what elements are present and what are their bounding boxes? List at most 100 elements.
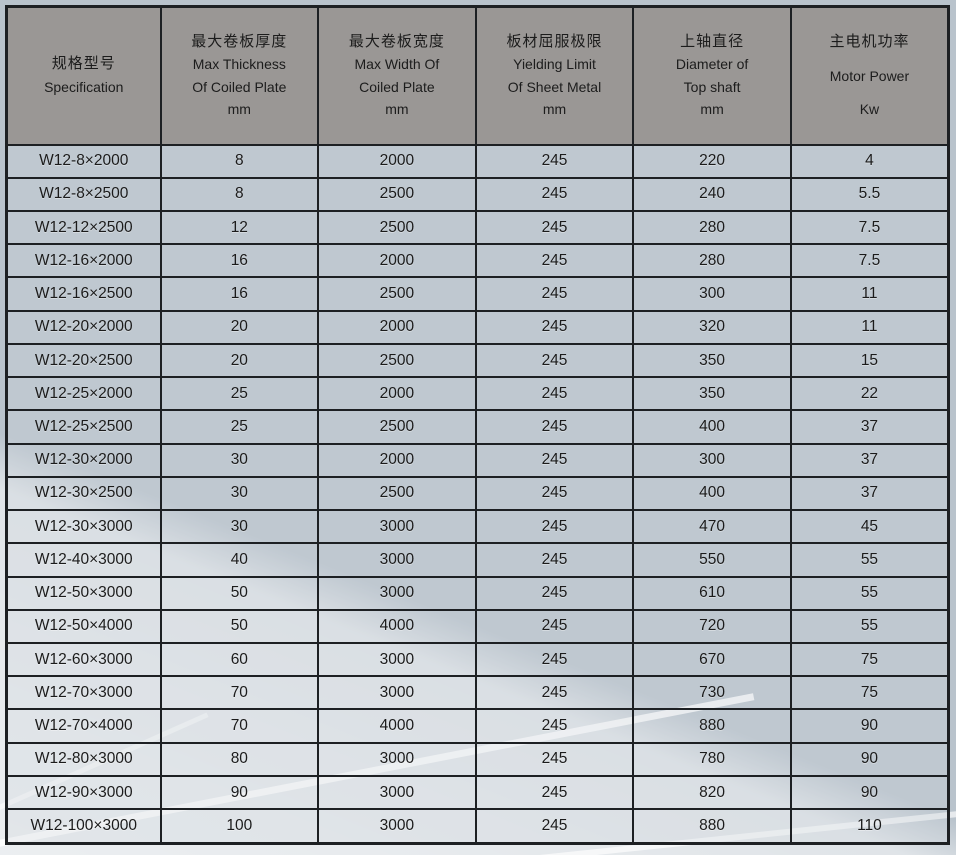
spec-model-cell: W12-12×2500 [5, 209, 162, 246]
spec-model-cell: W12-90×3000 [5, 774, 162, 811]
value-cell: 12 [159, 209, 320, 246]
spec-model-cell: W12-20×2500 [5, 342, 162, 379]
value-cell: 245 [474, 442, 635, 478]
spec-model-cell: W12-100×3000 [5, 808, 162, 845]
column-header-en: Motor Power [829, 67, 910, 84]
value-cell: 3000 [317, 741, 477, 777]
value-cell: 37 [789, 409, 950, 445]
value-cell: 2000 [317, 243, 477, 279]
value-cell: 245 [474, 176, 635, 212]
value-cell: 8 [159, 143, 320, 179]
value-cell: 30 [159, 442, 320, 478]
value-cell: 55 [789, 542, 950, 578]
value-cell: 880 [632, 808, 792, 845]
value-cell: 75 [789, 675, 950, 711]
table-header: 规格型号 Specification 最大卷板厚度 Max Thickness Of C… [5, 5, 950, 146]
value-cell: 670 [632, 642, 792, 678]
value-cell: 2500 [317, 475, 477, 512]
value-cell: 2500 [317, 176, 477, 212]
value-cell: 37 [789, 475, 950, 512]
spec-model-cell: W12-60×3000 [5, 642, 162, 678]
value-cell: 55 [789, 575, 950, 611]
value-cell: 550 [632, 542, 792, 578]
value-cell: 4 [789, 143, 950, 179]
table-row: W12-16×2500 16 2500 245 300 11 [5, 276, 950, 312]
table-row: W12-100×3000 100 3000 245 880 110 [5, 808, 950, 845]
column-header-zh: 最大卷板厚度 [191, 32, 288, 50]
value-cell: 245 [474, 342, 635, 379]
value-cell: 16 [159, 243, 320, 279]
spec-model-cell: W12-80×3000 [5, 741, 162, 777]
value-cell: 20 [159, 342, 320, 379]
value-cell: 22 [789, 376, 950, 412]
value-cell: 2000 [317, 442, 477, 478]
table-row: W12-20×2000 20 2000 245 320 11 [5, 309, 950, 345]
spec-model-cell: W12-70×3000 [5, 675, 162, 711]
value-cell: 50 [159, 608, 320, 645]
value-cell: 15 [789, 342, 950, 379]
value-cell: 2000 [317, 376, 477, 412]
value-cell: 90 [789, 741, 950, 777]
column-header-3: 板材屈服极限 Yielding Limit Of Sheet Metal mm [474, 5, 635, 146]
value-cell: 37 [789, 442, 950, 478]
spec-model-cell: W12-8×2500 [5, 176, 162, 212]
column-header-en: Top shaft [683, 78, 741, 95]
value-cell: 70 [159, 708, 320, 744]
value-cell: 30 [159, 475, 320, 512]
value-cell: 245 [474, 509, 635, 545]
value-cell: 4000 [317, 708, 477, 744]
value-cell: 4000 [317, 608, 477, 645]
table-row: W12-90×3000 90 3000 245 820 90 [5, 774, 950, 811]
spec-model-cell: W12-16×2000 [5, 243, 162, 279]
column-header-en: Specification [44, 78, 124, 95]
value-cell: 880 [632, 708, 792, 744]
value-cell: 720 [632, 608, 792, 645]
value-cell: 730 [632, 675, 792, 711]
table-row: W12-60×3000 60 3000 245 670 75 [5, 642, 950, 678]
value-cell: 245 [474, 575, 635, 611]
column-header-1: 最大卷板厚度 Max Thickness Of Coiled Plate mm [159, 5, 320, 146]
table-row: W12-80×3000 80 3000 245 780 90 [5, 741, 950, 777]
value-cell: 240 [632, 176, 792, 212]
value-cell: 25 [159, 376, 320, 412]
value-cell: 3000 [317, 808, 477, 845]
column-header-en: Coiled Plate [359, 78, 435, 95]
column-header-en: Of Coiled Plate [192, 78, 287, 95]
spec-model-cell: W12-40×3000 [5, 542, 162, 578]
table-row: W12-8×2000 8 2000 245 220 4 [5, 143, 950, 179]
value-cell: 470 [632, 509, 792, 545]
column-header-unit: mm [700, 101, 724, 118]
table-row: W12-16×2000 16 2000 245 280 7.5 [5, 243, 950, 279]
spec-model-cell: W12-50×3000 [5, 575, 162, 611]
value-cell: 3000 [317, 642, 477, 678]
header-row: 规格型号 Specification 最大卷板厚度 Max Thickness Of C… [5, 5, 950, 146]
value-cell: 3000 [317, 509, 477, 545]
table-row: W12-8×2500 8 2500 245 240 5.5 [5, 176, 950, 212]
value-cell: 45 [789, 509, 950, 545]
value-cell: 75 [789, 642, 950, 678]
table-row: W12-30×3000 30 3000 245 470 45 [5, 509, 950, 545]
value-cell: 2500 [317, 209, 477, 246]
table-row: W12-20×2500 20 2500 245 350 15 [5, 342, 950, 379]
column-header-en: Max Thickness [192, 56, 286, 73]
value-cell: 40 [159, 542, 320, 578]
column-header-unit: Kw [859, 101, 880, 118]
value-cell: 7.5 [789, 243, 950, 279]
value-cell: 245 [474, 309, 635, 345]
value-cell: 100 [159, 808, 320, 845]
value-cell: 3000 [317, 542, 477, 578]
value-cell: 245 [474, 376, 635, 412]
value-cell: 2000 [317, 143, 477, 179]
column-header-4: 上轴直径 Diameter of Top shaft mm [632, 5, 792, 146]
value-cell: 30 [159, 509, 320, 545]
table-row: W12-12×2500 12 2500 245 280 7.5 [5, 209, 950, 246]
value-cell: 3000 [317, 774, 477, 811]
value-cell: 610 [632, 575, 792, 611]
value-cell: 8 [159, 176, 320, 212]
value-cell: 300 [632, 276, 792, 312]
table-row: W12-50×4000 50 4000 245 720 55 [5, 608, 950, 645]
specification-table: 规格型号 Specification 最大卷板厚度 Max Thickness Of C… [5, 5, 950, 845]
spec-model-cell: W12-25×2500 [5, 409, 162, 445]
value-cell: 2500 [317, 409, 477, 445]
